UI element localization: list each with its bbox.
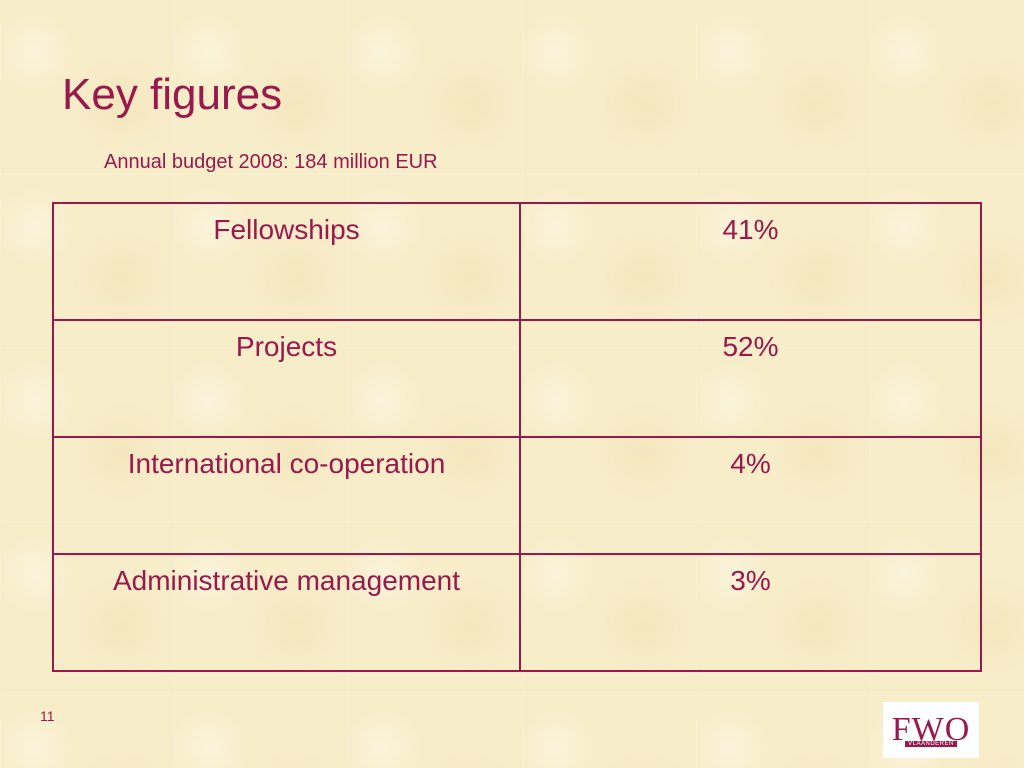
row-value: 52% xyxy=(519,319,982,438)
table-row: Projects 52% xyxy=(52,319,982,438)
row-label: Fellowships xyxy=(52,202,521,321)
slide-subtitle: Annual budget 2008: 184 million EUR xyxy=(104,151,438,173)
row-value: 4% xyxy=(519,436,982,555)
row-label: International co-operation xyxy=(52,436,521,555)
page-number: 11 xyxy=(40,708,55,724)
budget-table: Fellowships 41% Projects 52% Internation… xyxy=(52,202,982,672)
table-row: Fellowships 41% xyxy=(52,202,982,321)
row-value: 3% xyxy=(519,553,982,672)
fwo-logo: FWO VLAANDEREN xyxy=(883,702,979,758)
slide-title: Key figures xyxy=(62,70,283,119)
table-row: International co-operation 4% xyxy=(52,436,982,555)
table-row: Administrative management 3% xyxy=(52,553,982,672)
row-value: 41% xyxy=(519,202,982,321)
row-label: Administrative management xyxy=(52,553,521,672)
logo-subtext: VLAANDEREN xyxy=(905,741,957,747)
row-label: Projects xyxy=(52,319,521,438)
logo-mark: FWO xyxy=(891,711,971,748)
